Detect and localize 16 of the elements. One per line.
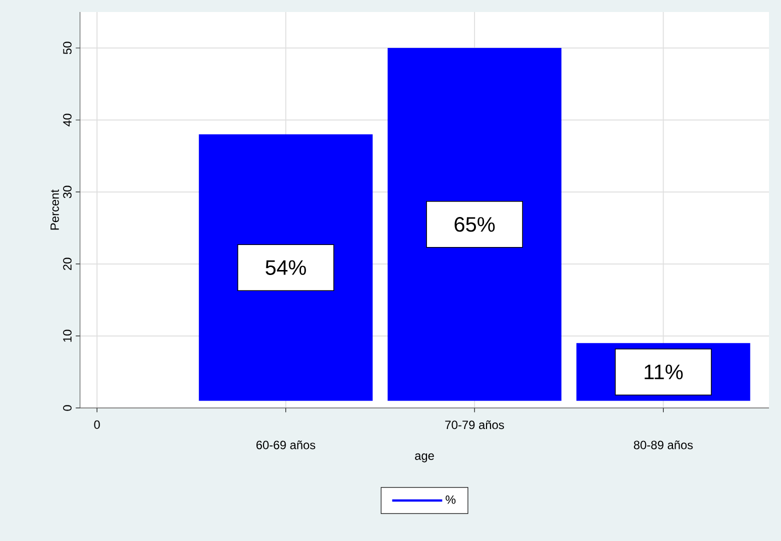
y-tick-label: 40 [63,114,72,126]
bar [388,48,562,401]
y-tick-label: 20 [63,258,72,270]
y-tick-label: 0 [63,405,72,411]
annotation: 11% [644,364,683,380]
x-tick-label: 80-89 años [634,440,693,450]
y-tick-label: 10 [63,330,72,342]
x-tick-label: 60-69 años [256,440,316,450]
x-tick-label: 70-79 años [445,420,504,430]
x-axis-title: age [415,453,434,462]
legend-label: % [446,495,456,504]
y-axis-title: Percent [50,189,59,230]
annotation: 65% [454,216,495,232]
annotation: 54% [266,260,306,275]
y-tick-label: 30 [63,186,72,198]
y-tick-label: 50 [63,42,72,54]
